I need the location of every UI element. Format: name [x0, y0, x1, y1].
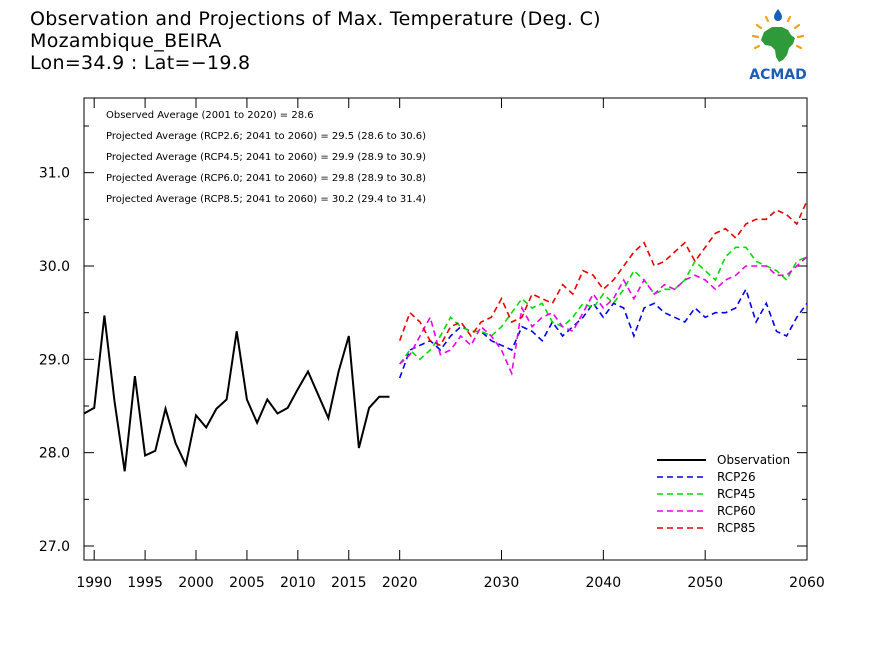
- legend-label: RCP85: [717, 521, 756, 535]
- series-line-rcp60: [399, 256, 808, 377]
- legend-label: RCP45: [717, 487, 756, 501]
- x-tick-label: 2010: [280, 575, 316, 591]
- plot-frame: [83, 97, 808, 561]
- x-tick-label: 2030: [484, 575, 520, 591]
- x-tick-label: 2020: [382, 575, 418, 591]
- station-name: Mozambique_BEIRA: [30, 30, 222, 52]
- africa-shape: [761, 27, 795, 62]
- y-tick-label: 27.0: [39, 539, 70, 555]
- legend: Observation RCP26 RCP45 RCP60 RCP85: [657, 453, 790, 535]
- acmad-logo: ACMAD: [738, 8, 818, 84]
- series-group: [83, 200, 808, 472]
- series-line-rcp45: [399, 246, 808, 365]
- series-line-rcp26: [398, 287, 808, 379]
- x-axis: 1990 1995 2000 2005 2010 2015 2020 2030 2040 2050…: [76, 98, 825, 591]
- x-tick-label: 2005: [229, 575, 265, 591]
- x-tick-label: 2060: [789, 575, 825, 591]
- annotation-line: Projected Average (RCP4.5; 2041 to 2060)…: [106, 152, 426, 163]
- x-tick-label: 2000: [178, 575, 214, 591]
- x-tick-label: 1990: [76, 575, 112, 591]
- water-drop-icon: [774, 9, 782, 21]
- y-axis: 27.0 28.0 29.0 30.0 31.0: [39, 125, 807, 555]
- y-tick-label: 28.0: [39, 446, 70, 462]
- legend-label: RCP26: [717, 470, 756, 484]
- annotation-line: Projected Average (RCP6.0; 2041 to 2060)…: [106, 173, 426, 184]
- legend-label: Observation: [717, 453, 790, 467]
- annotation-line: Projected Average (RCP8.5; 2041 to 2060)…: [106, 194, 426, 205]
- africa-map-logo-icon: ACMAD: [749, 9, 807, 83]
- x-tick-label: 2015: [331, 575, 367, 591]
- y-tick-label: 31.0: [39, 166, 70, 182]
- y-tick-label: 30.0: [39, 259, 70, 275]
- series-line-rcp85: [398, 200, 808, 347]
- legend-label: RCP60: [717, 504, 756, 518]
- x-tick-label: 2040: [586, 575, 622, 591]
- series-line-observation: [83, 315, 390, 472]
- annotation-line: Projected Average (RCP2.6; 2041 to 2060)…: [106, 131, 426, 142]
- chart-title: Observation and Projections of Max. Temp…: [30, 8, 601, 30]
- annotation-line: Observed Average (2001 to 2020) = 28.6: [106, 110, 314, 121]
- station-coordinates: Lon=34.9 : Lat=−19.8: [30, 52, 251, 74]
- x-tick-label: 2050: [687, 575, 723, 591]
- y-tick-label: 29.0: [39, 352, 70, 368]
- logo-text: ACMAD: [749, 67, 807, 83]
- title-block: Observation and Projections of Max. Temp…: [30, 8, 601, 74]
- annotations-group: Observed Average (2001 to 2020) = 28.6 Pr…: [106, 110, 426, 205]
- x-tick-label: 1995: [127, 575, 163, 591]
